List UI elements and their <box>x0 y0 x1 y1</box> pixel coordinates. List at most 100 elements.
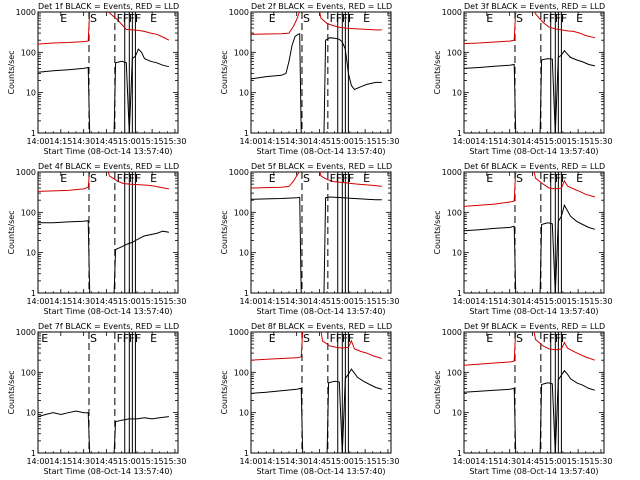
x-tick-label: 15:00 <box>544 297 567 306</box>
x-tick-label: 15:15 <box>567 457 590 466</box>
marker-label: F <box>561 172 567 185</box>
panel-title: Det 6f BLACK = Events, RED = LLD <box>464 162 605 171</box>
marker-label: F <box>549 172 555 185</box>
x-tick-label: 15:15 <box>354 137 377 146</box>
panel-det-4: Det 4f BLACK = Events, RED = LLD 1 10 100 10… <box>7 162 186 316</box>
panel-det-5: Det 5f BLACK = Events, RED = LLD 1 10 100 10… <box>220 162 399 316</box>
lld-series-line <box>251 172 382 189</box>
plot-area <box>38 332 169 453</box>
y-axis-label: Counts/sec <box>220 50 229 94</box>
marker-label: E <box>576 332 583 345</box>
events-series-line <box>464 369 596 453</box>
marker-label: F <box>549 12 555 25</box>
lld-series-line <box>38 172 169 192</box>
panel-title: Det 1f BLACK = Events, RED = LLD <box>38 2 179 11</box>
x-tick-label: 15:30 <box>163 297 186 306</box>
y-tick-label: 10 <box>452 409 462 418</box>
x-tick-label: 15:15 <box>141 457 164 466</box>
panel-title: Det 7f BLACK = Events, RED = LLD <box>38 322 179 331</box>
x-tick-label: 14:45 <box>95 297 118 306</box>
marker-label: F <box>348 172 354 185</box>
panel-title: Det 8f BLACK = Events, RED = LLD <box>251 322 392 331</box>
x-tick-label: 15:00 <box>118 297 141 306</box>
marker-label: S <box>303 172 310 185</box>
x-tick-label: 14:30 <box>285 297 308 306</box>
x-tick-label: 14:00 <box>452 297 475 306</box>
marker-label: F <box>123 332 129 345</box>
lld-series-line <box>38 12 170 45</box>
panel-det-3: Det 3f BLACK = Events, RED = LLD 1 10 100 10… <box>433 2 612 156</box>
marker-label: E <box>486 12 493 25</box>
x-tick-label: 14:30 <box>72 137 95 146</box>
y-tick-label: 1 <box>457 289 462 298</box>
x-tick-label: 14:30 <box>285 457 308 466</box>
marker-label: F <box>336 332 342 345</box>
plot-area <box>38 12 170 133</box>
marker-label: F <box>543 172 549 185</box>
panel-det-7: Det 7f BLACK = Events, RED = LLD 1 10 100 10… <box>7 322 186 476</box>
y-tick-label: 100 <box>21 48 36 57</box>
x-axis-label: Start Time (08-Oct-14 13:57:40) <box>256 307 385 316</box>
x-tick-label: 14:15 <box>475 297 498 306</box>
plot-frame <box>463 11 605 134</box>
y-axis-label: Counts/sec <box>220 210 229 254</box>
marker-label: F <box>555 332 561 345</box>
lld-series-line <box>251 12 382 35</box>
x-tick-label: 15:30 <box>589 457 612 466</box>
y-tick-label: 100 <box>447 208 462 217</box>
x-tick-label: 14:45 <box>308 457 331 466</box>
y-tick-label: 1 <box>31 449 36 458</box>
marker-label: E <box>269 172 276 185</box>
marker-label: F <box>123 12 129 25</box>
y-axis-label: Counts/sec <box>220 370 229 414</box>
marker-label: F <box>330 332 336 345</box>
y-tick-label: 10 <box>26 89 36 98</box>
y-tick-label: 1000 <box>229 8 249 17</box>
x-tick-label: 14:15 <box>49 137 72 146</box>
x-tick-label: 14:45 <box>308 137 331 146</box>
y-tick-label: 100 <box>234 368 249 377</box>
x-tick-label: 15:15 <box>567 297 590 306</box>
marker-label: S <box>516 12 523 25</box>
marker-label: S <box>90 332 97 345</box>
x-tick-label: 15:00 <box>544 137 567 146</box>
y-tick-label: 10 <box>452 249 462 258</box>
y-tick-label: 100 <box>21 208 36 217</box>
x-axis-label: Start Time (08-Oct-14 13:57:40) <box>256 467 385 476</box>
marker-label: S <box>90 172 97 185</box>
x-tick-label: 14:15 <box>262 297 285 306</box>
marker-label: E <box>576 172 583 185</box>
events-series-line <box>251 32 382 133</box>
lld-series-line <box>251 332 383 361</box>
x-tick-label: 14:30 <box>498 137 521 146</box>
events-series-line <box>38 410 169 453</box>
x-tick-label: 14:30 <box>72 297 95 306</box>
x-tick-label: 14:00 <box>239 457 262 466</box>
x-tick-label: 15:30 <box>376 457 399 466</box>
y-tick-label: 100 <box>447 48 462 57</box>
marker-label: F <box>549 332 555 345</box>
x-tick-label: 14:15 <box>49 457 72 466</box>
x-tick-label: 14:45 <box>308 297 331 306</box>
marker-label: F <box>123 172 129 185</box>
marker-label: E <box>363 172 370 185</box>
x-tick-label: 14:45 <box>521 137 544 146</box>
y-axis-label: Counts/sec <box>433 210 442 254</box>
panel-det-6: Det 6f BLACK = Events, RED = LLD 1 10 100 10… <box>433 162 612 316</box>
marker-label: E <box>60 172 67 185</box>
x-tick-label: 15:15 <box>141 297 164 306</box>
events-series-line <box>251 196 382 293</box>
x-tick-label: 15:15 <box>354 297 377 306</box>
x-axis-label: Start Time (08-Oct-14 13:57:40) <box>469 147 598 156</box>
marker-label: F <box>336 172 342 185</box>
y-tick-label: 1 <box>457 449 462 458</box>
marker-label: S <box>303 12 310 25</box>
y-axis-label: Counts/sec <box>7 210 16 254</box>
y-tick-label: 100 <box>21 368 36 377</box>
y-tick-label: 10 <box>26 249 36 258</box>
y-tick-label: 10 <box>239 249 249 258</box>
x-tick-label: 15:30 <box>376 297 399 306</box>
y-tick-label: 1000 <box>442 168 462 177</box>
panel-det-2: Det 2f BLACK = Events, RED = LLD 1 10 100 10… <box>220 2 399 156</box>
